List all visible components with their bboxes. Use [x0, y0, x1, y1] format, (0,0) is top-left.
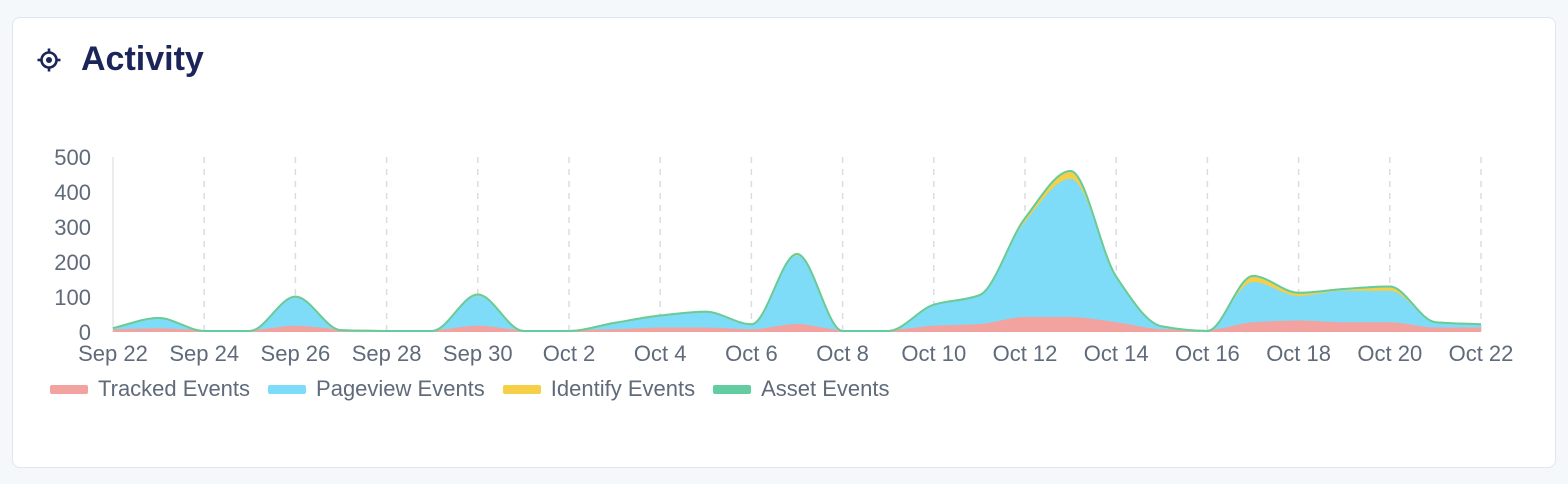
x-tick-label: Sep 24 [169, 341, 239, 366]
target-icon [37, 48, 61, 71]
x-tick-label: Oct 10 [901, 341, 966, 366]
x-tick-label: Oct 22 [1449, 341, 1514, 366]
card-header: Activity [36, 40, 204, 79]
chart-areas [113, 171, 1481, 332]
x-axis-ticks: Sep 22 Sep 24 Sep 26 Sep 28 Sep 30 Oct 2 Oct 4… [78, 341, 1513, 366]
legend-label: Asset Events [761, 376, 890, 401]
x-tick-label: Oct 2 [543, 341, 596, 366]
y-tick-label: 0 [79, 320, 91, 345]
legend-swatch [268, 384, 307, 394]
x-tick-label: Oct 8 [816, 341, 869, 366]
x-tick-label: Oct 20 [1357, 341, 1422, 366]
x-tick-label: Oct 14 [1084, 341, 1149, 366]
x-tick-label: Sep 28 [352, 341, 422, 366]
legend-label: Identify Events [550, 376, 696, 401]
legend-item[interactable]: Asset Events [713, 376, 890, 402]
x-tick-label: Oct 18 [1266, 341, 1331, 366]
x-tick-label: Oct 12 [993, 341, 1058, 366]
x-tick-label: Sep 22 [78, 341, 148, 366]
legend-item[interactable]: Identify Events [502, 376, 696, 402]
legend-item[interactable]: Tracked Events [50, 376, 250, 402]
legend-label: Tracked Events [98, 376, 251, 401]
x-tick-label: Oct 4 [634, 341, 687, 366]
x-tick-label: Sep 30 [443, 341, 513, 366]
legend-swatch [50, 384, 88, 394]
chart-lines [112, 169, 1482, 332]
line-asset-events [112, 169, 1482, 332]
card-title: Activity [81, 40, 204, 78]
x-tick-label: Sep 26 [261, 341, 331, 366]
x-tick-label: Oct 6 [725, 341, 778, 366]
x-tick-label: Oct 16 [1175, 341, 1240, 366]
legend-swatch [502, 384, 541, 394]
y-tick-label: 100 [54, 285, 91, 310]
y-tick-label: 500 [54, 145, 91, 170]
y-tick-label: 300 [54, 215, 91, 240]
y-axis-ticks: 0 100 200 300 400 500 [54, 145, 91, 345]
legend-item[interactable]: Pageview Events [268, 376, 485, 402]
legend-label: Pageview Events [316, 376, 485, 401]
area-pageview-events [113, 179, 1481, 331]
legend-swatch [713, 384, 752, 394]
y-tick-label: 400 [54, 180, 91, 205]
y-tick-label: 200 [54, 250, 91, 275]
chart-legend: Tracked Events Pageview Events Identify Ev… [50, 376, 908, 402]
